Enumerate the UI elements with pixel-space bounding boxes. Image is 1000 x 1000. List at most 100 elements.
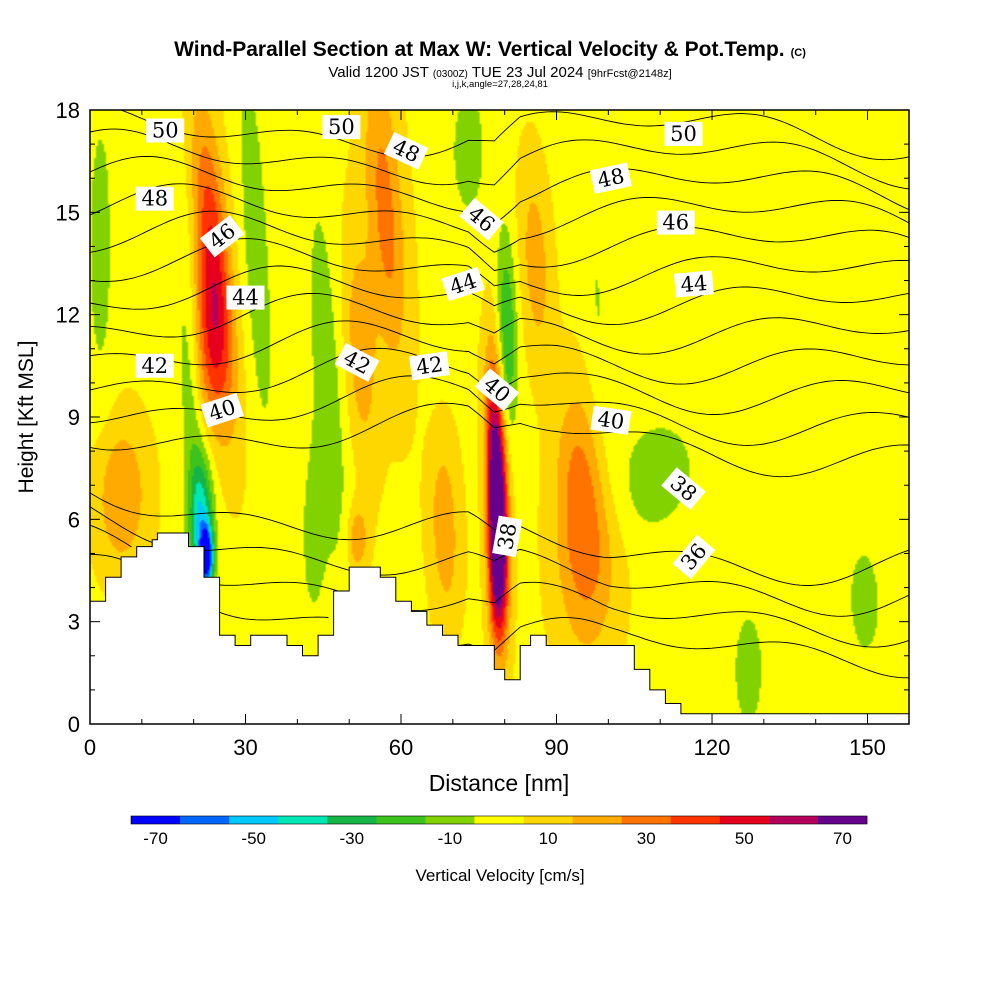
theta-contour-line bbox=[90, 402, 909, 478]
contour-label-box bbox=[661, 467, 706, 511]
colorbar-swatch bbox=[474, 816, 524, 824]
theta-contour-label: 42 bbox=[135, 353, 174, 378]
contour-label-text: 50 bbox=[328, 115, 355, 139]
contour-label-box bbox=[135, 353, 174, 378]
contour-label-text: 50 bbox=[152, 119, 179, 143]
colorbar-tick-label: -70 bbox=[143, 829, 168, 848]
theta-contour-line bbox=[90, 320, 909, 385]
contour-label-box bbox=[474, 368, 520, 412]
y-tick-label: 18 bbox=[56, 98, 80, 123]
contour-label-text: 42 bbox=[141, 354, 168, 378]
colorbar-swatch bbox=[278, 816, 328, 824]
contour-label-box bbox=[199, 215, 245, 258]
contour-label-box bbox=[334, 342, 380, 382]
colorbar-swatch bbox=[670, 816, 721, 824]
colorbar-label: Vertical Velocity [cm/s] bbox=[415, 866, 584, 885]
contour-label-box bbox=[226, 285, 265, 310]
colorbar-swatch bbox=[817, 816, 868, 824]
theta-contour-line bbox=[90, 210, 909, 271]
colorbar-tick-label: 50 bbox=[735, 829, 754, 848]
theta-contour-label: 40 bbox=[590, 405, 632, 435]
theta-contour-line bbox=[90, 553, 909, 679]
contour-label-box bbox=[146, 118, 185, 143]
theta-contour-line bbox=[90, 265, 909, 326]
theta-contour-line bbox=[90, 183, 909, 253]
contour-label-box bbox=[200, 392, 244, 428]
terrain-outline bbox=[90, 532, 909, 715]
subtitle-utc: (0300Z) bbox=[433, 69, 468, 80]
y-tick-label: 15 bbox=[56, 200, 80, 225]
x-tick-label: 90 bbox=[544, 735, 568, 760]
theta-contour-label: 44 bbox=[226, 285, 265, 310]
y-tick-label: 9 bbox=[68, 405, 80, 430]
theta-contour-line bbox=[90, 292, 909, 355]
theta-contour-line bbox=[90, 128, 909, 190]
x-tick-label: 60 bbox=[389, 735, 413, 760]
contour-label-text: 38 bbox=[493, 521, 521, 551]
x-tick-label: 30 bbox=[233, 735, 257, 760]
theta-contour-label: 50 bbox=[322, 115, 361, 140]
contour-label-text: 40 bbox=[596, 407, 626, 434]
colorbar-swatch bbox=[376, 816, 426, 824]
y-axis-label: Height [Kft MSL] bbox=[15, 341, 38, 494]
colorbar-tick-label: 30 bbox=[637, 829, 656, 848]
colorbar-swatch bbox=[719, 816, 770, 824]
colorbar-swatch bbox=[327, 816, 377, 824]
chart-title: Wind-Parallel Section at Max W: Vertical… bbox=[174, 38, 806, 61]
contour-label-box bbox=[135, 186, 174, 211]
contour-label-box bbox=[322, 115, 361, 140]
contour-label-text: 48 bbox=[595, 164, 626, 193]
contour-label-text: 48 bbox=[141, 187, 168, 211]
contour-label-text: 44 bbox=[680, 271, 709, 297]
contour-label-text: 50 bbox=[670, 122, 697, 146]
colorbar-swatch bbox=[229, 816, 279, 824]
contour-label-box bbox=[459, 197, 504, 241]
colorbar-swatch bbox=[425, 816, 475, 824]
subtitle-forecast: [9hrFcst@2148z] bbox=[588, 68, 672, 80]
contour-label-box bbox=[441, 266, 485, 302]
x-tick-label: 150 bbox=[849, 735, 886, 760]
colorbar-swatch bbox=[768, 816, 819, 824]
theta-contour-label: 50 bbox=[146, 118, 185, 143]
subtitle-valid: Valid 1200 JST bbox=[328, 64, 428, 81]
contour-label-text: 46 bbox=[662, 211, 689, 235]
theta-contour-label: 48 bbox=[589, 162, 632, 194]
contour-label-box bbox=[673, 270, 714, 298]
contour-label-box bbox=[656, 210, 695, 235]
colorbar-tick-label: -10 bbox=[438, 829, 463, 848]
colorbar-swatch bbox=[523, 816, 573, 824]
contour-label-box bbox=[664, 121, 703, 146]
theta-contour-label: 48 bbox=[135, 186, 174, 211]
grid-indices-label: i,j,k,angle=27,28,24,81 bbox=[452, 79, 548, 90]
theta-contour-label: 42 bbox=[409, 351, 450, 381]
contour-label-box bbox=[383, 131, 429, 170]
contour-label-box bbox=[672, 534, 716, 580]
colorbar-swatch bbox=[572, 816, 622, 824]
copyright-mark: (C) bbox=[791, 47, 807, 59]
theta-contour-line bbox=[90, 506, 909, 617]
theta-contour-label: 40 bbox=[200, 392, 244, 428]
theta-contour-label: 44 bbox=[673, 270, 714, 298]
colorbar-tick-label: -30 bbox=[340, 829, 365, 848]
contour-label-text: 42 bbox=[415, 352, 445, 379]
contour-label-box bbox=[590, 405, 632, 435]
contour-label-text: 44 bbox=[232, 286, 259, 310]
theta-contour-label: 38 bbox=[492, 515, 523, 558]
colorbar: -70 -50 -30 -10 10 30 50 70 bbox=[130, 815, 868, 848]
chart-subtitle: Valid 1200 JST (0300Z) TUE 23 Jul 2024 [… bbox=[328, 64, 671, 81]
colorbar-tick-label: -50 bbox=[241, 829, 266, 848]
x-axis-label: Distance [nm] bbox=[429, 770, 570, 796]
contour-label-box bbox=[492, 515, 523, 558]
contour-label-box bbox=[589, 162, 632, 194]
terrain-mask bbox=[90, 533, 909, 724]
colorbar-swatch bbox=[621, 816, 672, 824]
theta-contour-label: 46 bbox=[656, 210, 695, 235]
theta-contour-line bbox=[90, 524, 909, 648]
x-tick-label: 0 bbox=[84, 735, 96, 760]
theta-contour-label: 50 bbox=[664, 121, 703, 146]
subtitle-date: TUE 23 Jul 2024 bbox=[472, 64, 584, 81]
y-tick-label: 3 bbox=[68, 610, 80, 635]
theta-contour-line bbox=[119, 110, 909, 161]
colorbar-frame bbox=[130, 815, 868, 825]
